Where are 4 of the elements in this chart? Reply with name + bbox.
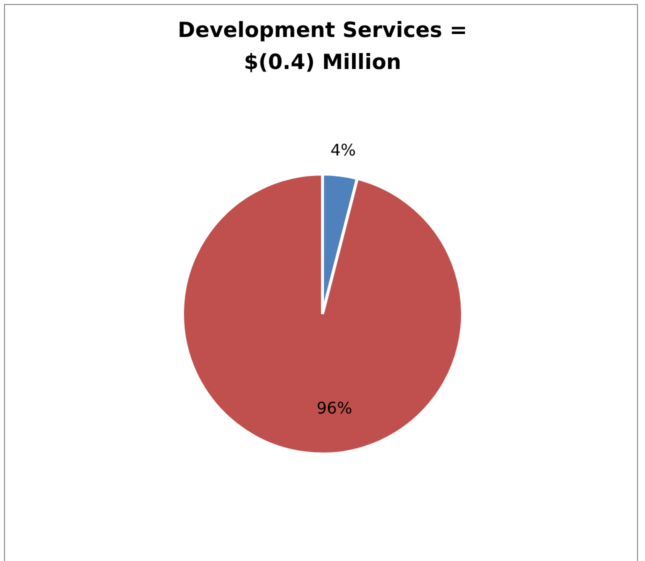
- chart-title: Development Services = $(0.4) Million: [178, 18, 468, 74]
- pie-slice: [181, 172, 464, 456]
- data-label: 4%: [330, 140, 356, 160]
- data-label: 96%: [316, 398, 352, 418]
